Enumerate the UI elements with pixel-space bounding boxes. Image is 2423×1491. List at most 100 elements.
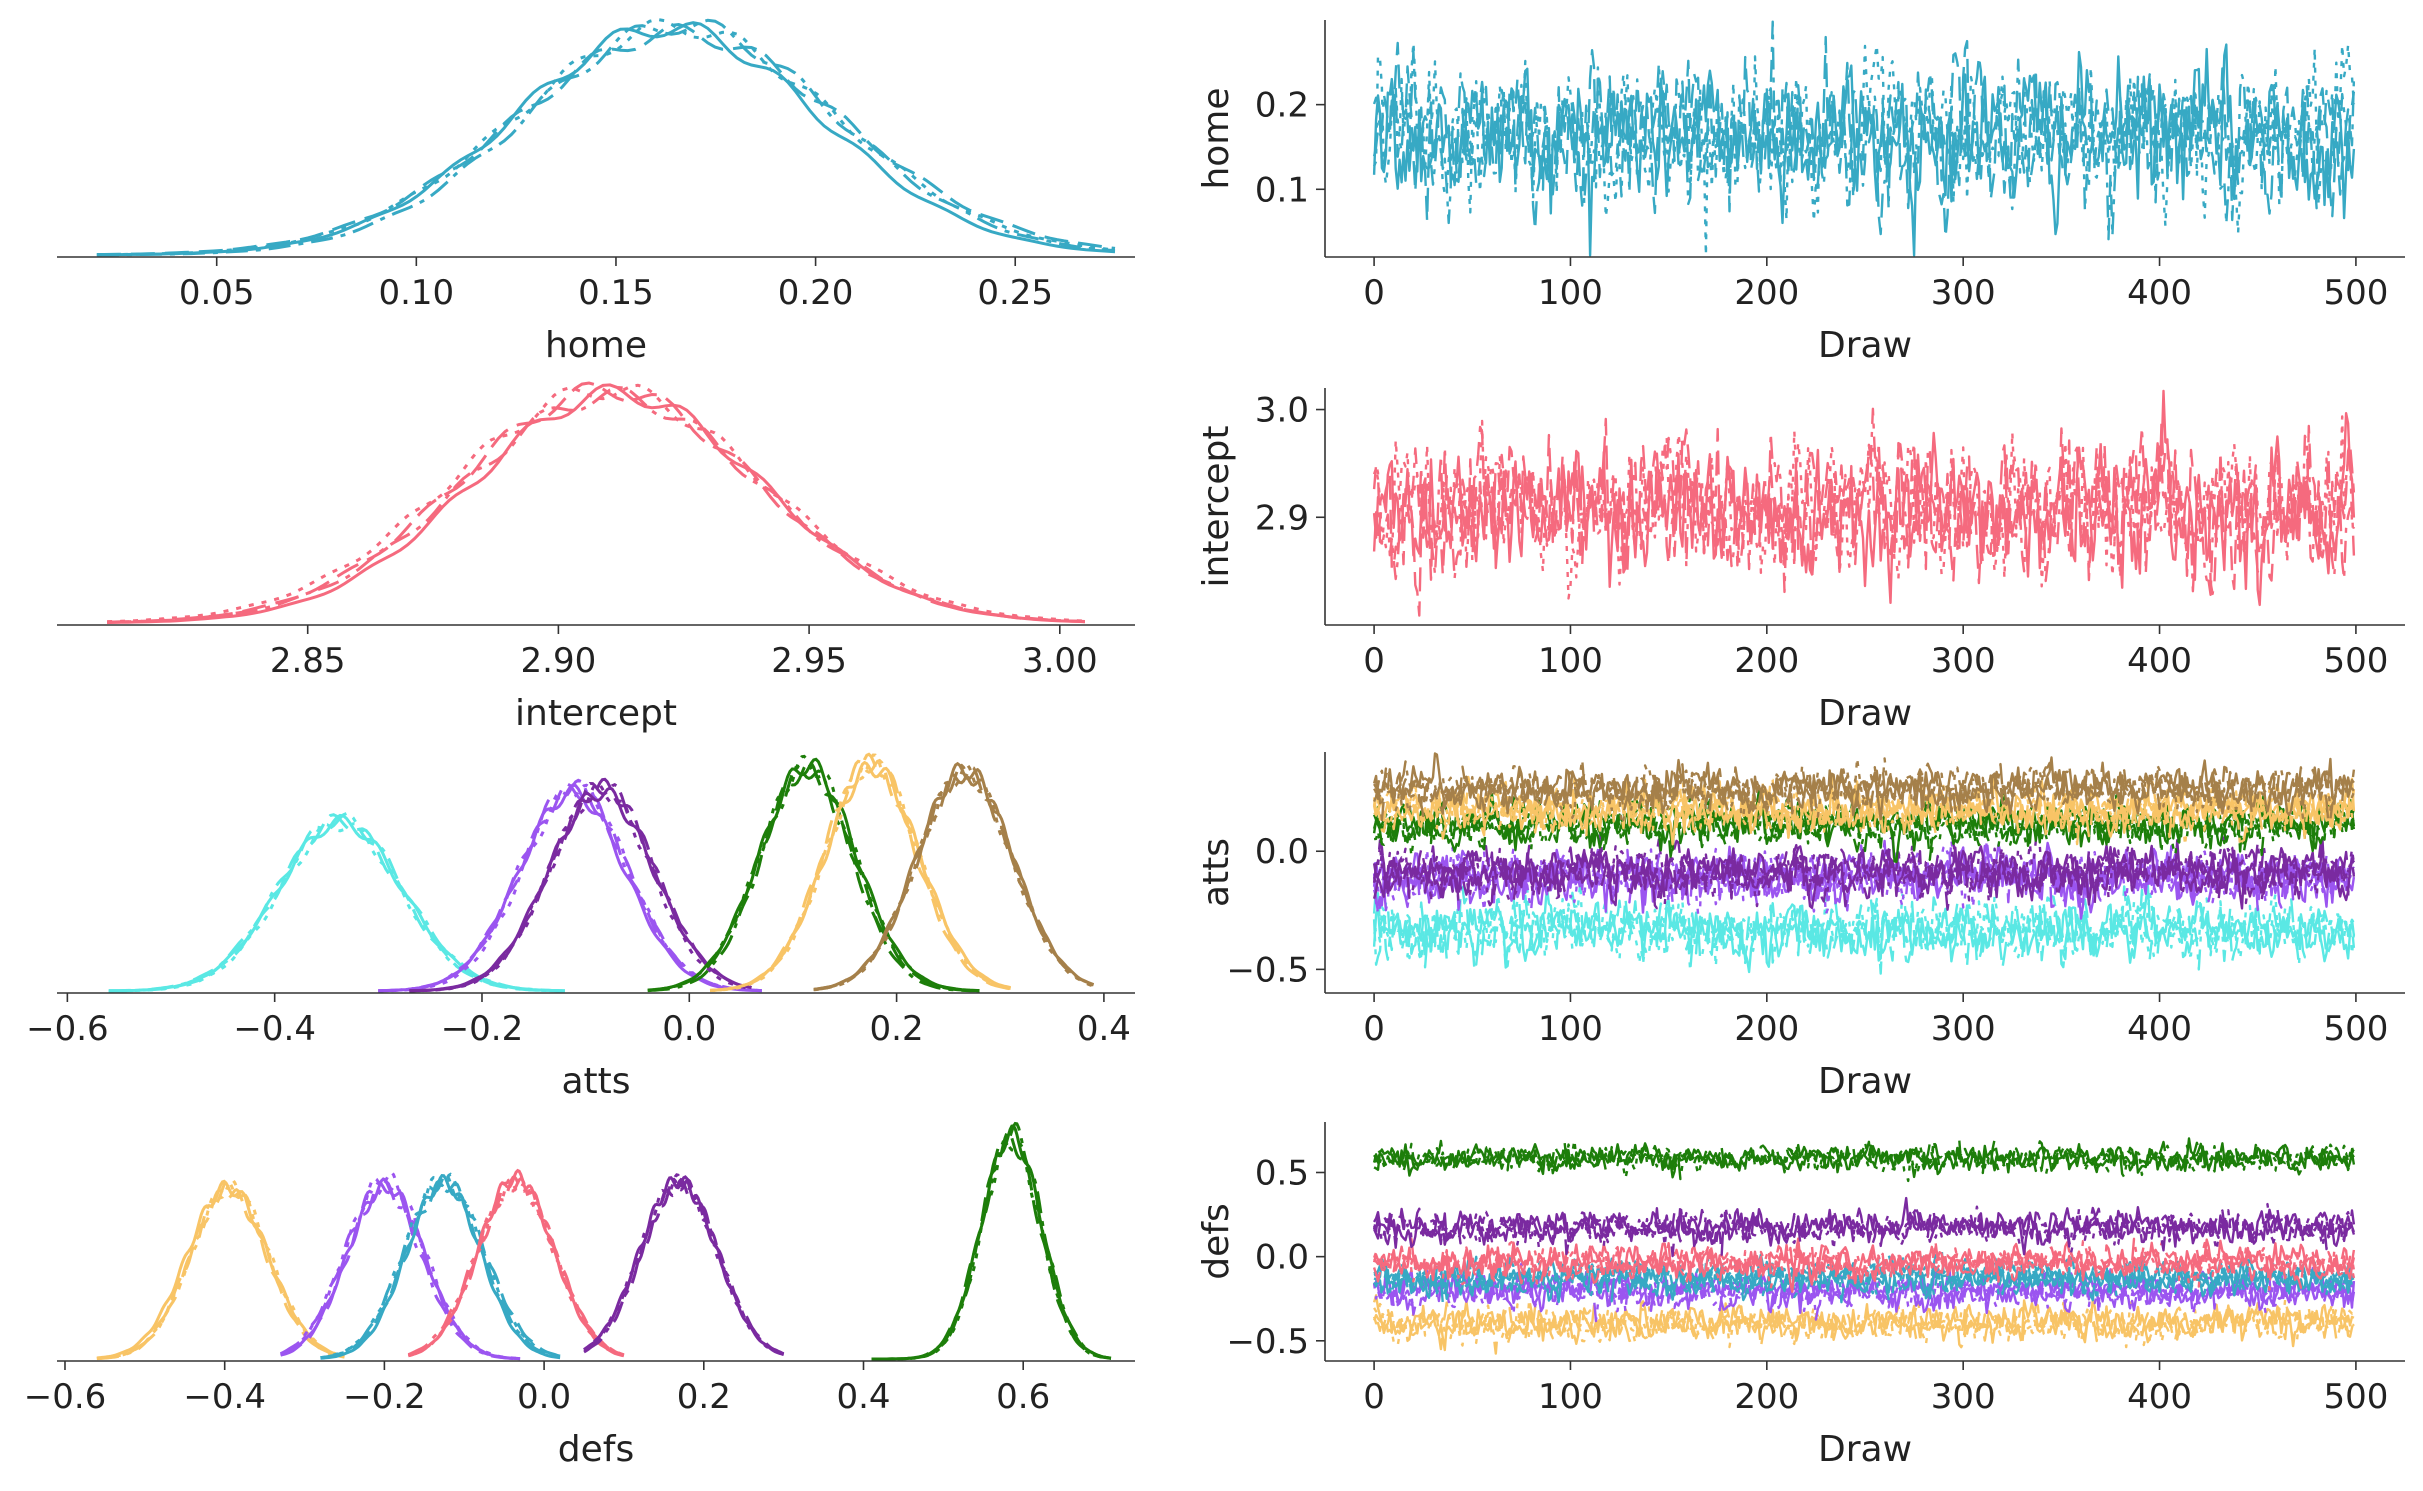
kde-curve-atts0-chain3: [108, 811, 565, 993]
x-tick-label: 300: [1931, 1009, 1996, 1049]
x-tick-label: 200: [1734, 641, 1799, 681]
trace-line-atts5-chain0: [1372, 752, 2355, 821]
kde-curve-defs4-chain3: [583, 1177, 785, 1356]
kde-curve-defs5-chain3: [871, 1121, 1112, 1361]
x-tick-label: 400: [2127, 1377, 2192, 1417]
x-tick-label: −0.6: [24, 1377, 107, 1417]
y-tick-label: −0.5: [1226, 950, 1309, 990]
trace-line-atts4-chain3: [1372, 777, 2356, 848]
trace-line-intercept-chain2: [1372, 415, 2356, 600]
trace-line-home-chain1: [1372, 35, 2356, 239]
trace-line-atts2-chain1: [1372, 835, 2355, 911]
trace-line-defs5-chain1: [1373, 1138, 2355, 1175]
x-tick-label: 300: [1931, 641, 1996, 681]
kde-curve-atts3-chain0: [647, 757, 980, 993]
kde-curve-atts4-chain2: [710, 753, 1011, 992]
x-tick-label: −0.2: [441, 1009, 524, 1049]
x-tick-label: 0.4: [836, 1377, 890, 1417]
kde-curve-defs4-chain2: [583, 1173, 785, 1357]
trace-line-home-chain2: [1372, 41, 2356, 257]
x-tick-label: 2.90: [521, 641, 597, 681]
kde-curve-atts5-chain3: [813, 763, 1094, 991]
x-axis-label: Draw: [1818, 693, 1912, 734]
trace-line-defs0-chain1: [1372, 1301, 2356, 1355]
y-tick-label: −0.5: [1226, 1322, 1309, 1362]
trace-line-defs0-chain3: [1372, 1298, 2355, 1349]
kde-curve-atts5-chain0: [813, 761, 1094, 991]
x-tick-label: −0.6: [26, 1009, 109, 1049]
kde-home-panel: 0.05 0.10 0.15 0.20 0.25 home: [57, 17, 1135, 366]
y-tick-label: 2.9: [1255, 498, 1309, 538]
kde-curve-defs2-chain0: [320, 1174, 561, 1360]
x-tick-label: 0.20: [778, 273, 854, 313]
x-axis-label: Draw: [1818, 1429, 1912, 1470]
x-tick-label: 0.2: [870, 1009, 924, 1049]
trace-line-defs5-chain3: [1372, 1139, 2356, 1181]
trace-line-defs3-chain0: [1372, 1237, 2356, 1293]
trace-line-defs4-chain3: [1372, 1203, 2356, 1258]
trace-atts-panel: 0 100 200 300 400 500 −0.5 0.0 Draw atts: [1196, 752, 2405, 1102]
x-tick-label: 400: [2127, 641, 2192, 681]
y-tick-label: 0.5: [1255, 1153, 1309, 1193]
x-axis-label: Draw: [1818, 1061, 1912, 1102]
kde-curve-intercept-chain1: [107, 381, 1085, 624]
kde-curve-defs5-chain1: [871, 1129, 1112, 1361]
trace-intercept-panel: 0 100 200 300 400 500 2.9 3.0 Draw intercept: [1196, 388, 2405, 734]
x-tick-label: 0.25: [977, 273, 1053, 313]
x-tick-label: 500: [2323, 641, 2388, 681]
trace-line-home-chain3: [1372, 20, 2356, 241]
x-tick-label: 0: [1363, 641, 1385, 681]
trace-line-atts1-chain1: [1373, 845, 2355, 916]
x-tick-label: −0.4: [233, 1009, 316, 1049]
y-tick-label: 3.0: [1255, 391, 1309, 431]
trace-line-defs4-chain1: [1373, 1207, 2356, 1256]
kde-curve-defs3-chain3: [407, 1176, 625, 1357]
trace-line-defs2-chain2: [1373, 1253, 2356, 1302]
x-tick-label: −0.4: [183, 1377, 266, 1417]
y-axis-label: atts: [1196, 838, 1237, 907]
kde-curve-intercept-chain2: [107, 383, 1085, 624]
kde-curve-atts2-chain2: [409, 781, 752, 993]
kde-curve-defs3-chain2: [408, 1177, 625, 1358]
y-tick-label: 0.0: [1255, 1238, 1309, 1278]
kde-curve-atts4-chain0: [709, 760, 1011, 992]
x-tick-label: 500: [2323, 1009, 2388, 1049]
x-tick-label: 500: [2323, 273, 2388, 313]
x-tick-label: 0: [1363, 1377, 1385, 1417]
y-axis-label: home: [1196, 87, 1237, 189]
trace-home-panel: 0 100 200 300 400 500 0.1 0.2 Draw home: [1196, 20, 2405, 366]
x-tick-label: 3.00: [1022, 641, 1098, 681]
x-tick-label: 300: [1931, 1377, 1996, 1417]
kde-intercept-panel: 2.85 2.90 2.95 3.00 intercept: [57, 381, 1135, 734]
kde-curve-atts1-chain1: [378, 782, 762, 993]
trace-line-intercept-chain3: [1372, 407, 2356, 596]
trace-line-defs2-chain3: [1373, 1256, 2356, 1304]
trace-line-atts0-chain3: [1372, 881, 2356, 975]
y-axis-label: defs: [1196, 1203, 1237, 1279]
x-tick-label: 0.2: [677, 1377, 731, 1417]
kde-curve-defs0-chain0: [96, 1179, 345, 1360]
x-tick-label: 0.05: [179, 273, 255, 313]
x-tick-label: 0.6: [996, 1377, 1050, 1417]
kde-atts-panel: −0.6 −0.4 −0.2 0.0 0.2 0.4 atts: [26, 752, 1135, 1102]
x-tick-label: −0.2: [343, 1377, 426, 1417]
x-tick-label: 200: [1734, 1009, 1799, 1049]
kde-curve-home-chain1: [96, 22, 1116, 256]
trace-line-defs1-chain2: [1372, 1262, 2355, 1315]
trace-line-defs3-chain2: [1372, 1241, 2356, 1290]
kde-curve-intercept-chain0: [107, 383, 1085, 624]
trace-line-atts2-chain3: [1372, 838, 2356, 908]
trace-line-atts0-chain1: [1372, 884, 2356, 969]
x-tick-label: 100: [1538, 1009, 1603, 1049]
x-tick-label: 100: [1538, 641, 1603, 681]
x-tick-label: 300: [1931, 273, 1996, 313]
kde-curve-atts4-chain3: [709, 752, 1011, 992]
trace-line-defs2-chain1: [1373, 1246, 2355, 1305]
x-axis-label: defs: [558, 1429, 634, 1470]
x-axis-label: intercept: [515, 693, 677, 734]
y-tick-label: 0.0: [1255, 832, 1309, 872]
x-axis-label: Draw: [1818, 325, 1912, 366]
x-tick-label: 0.10: [378, 273, 454, 313]
x-tick-label: 500: [2323, 1377, 2388, 1417]
